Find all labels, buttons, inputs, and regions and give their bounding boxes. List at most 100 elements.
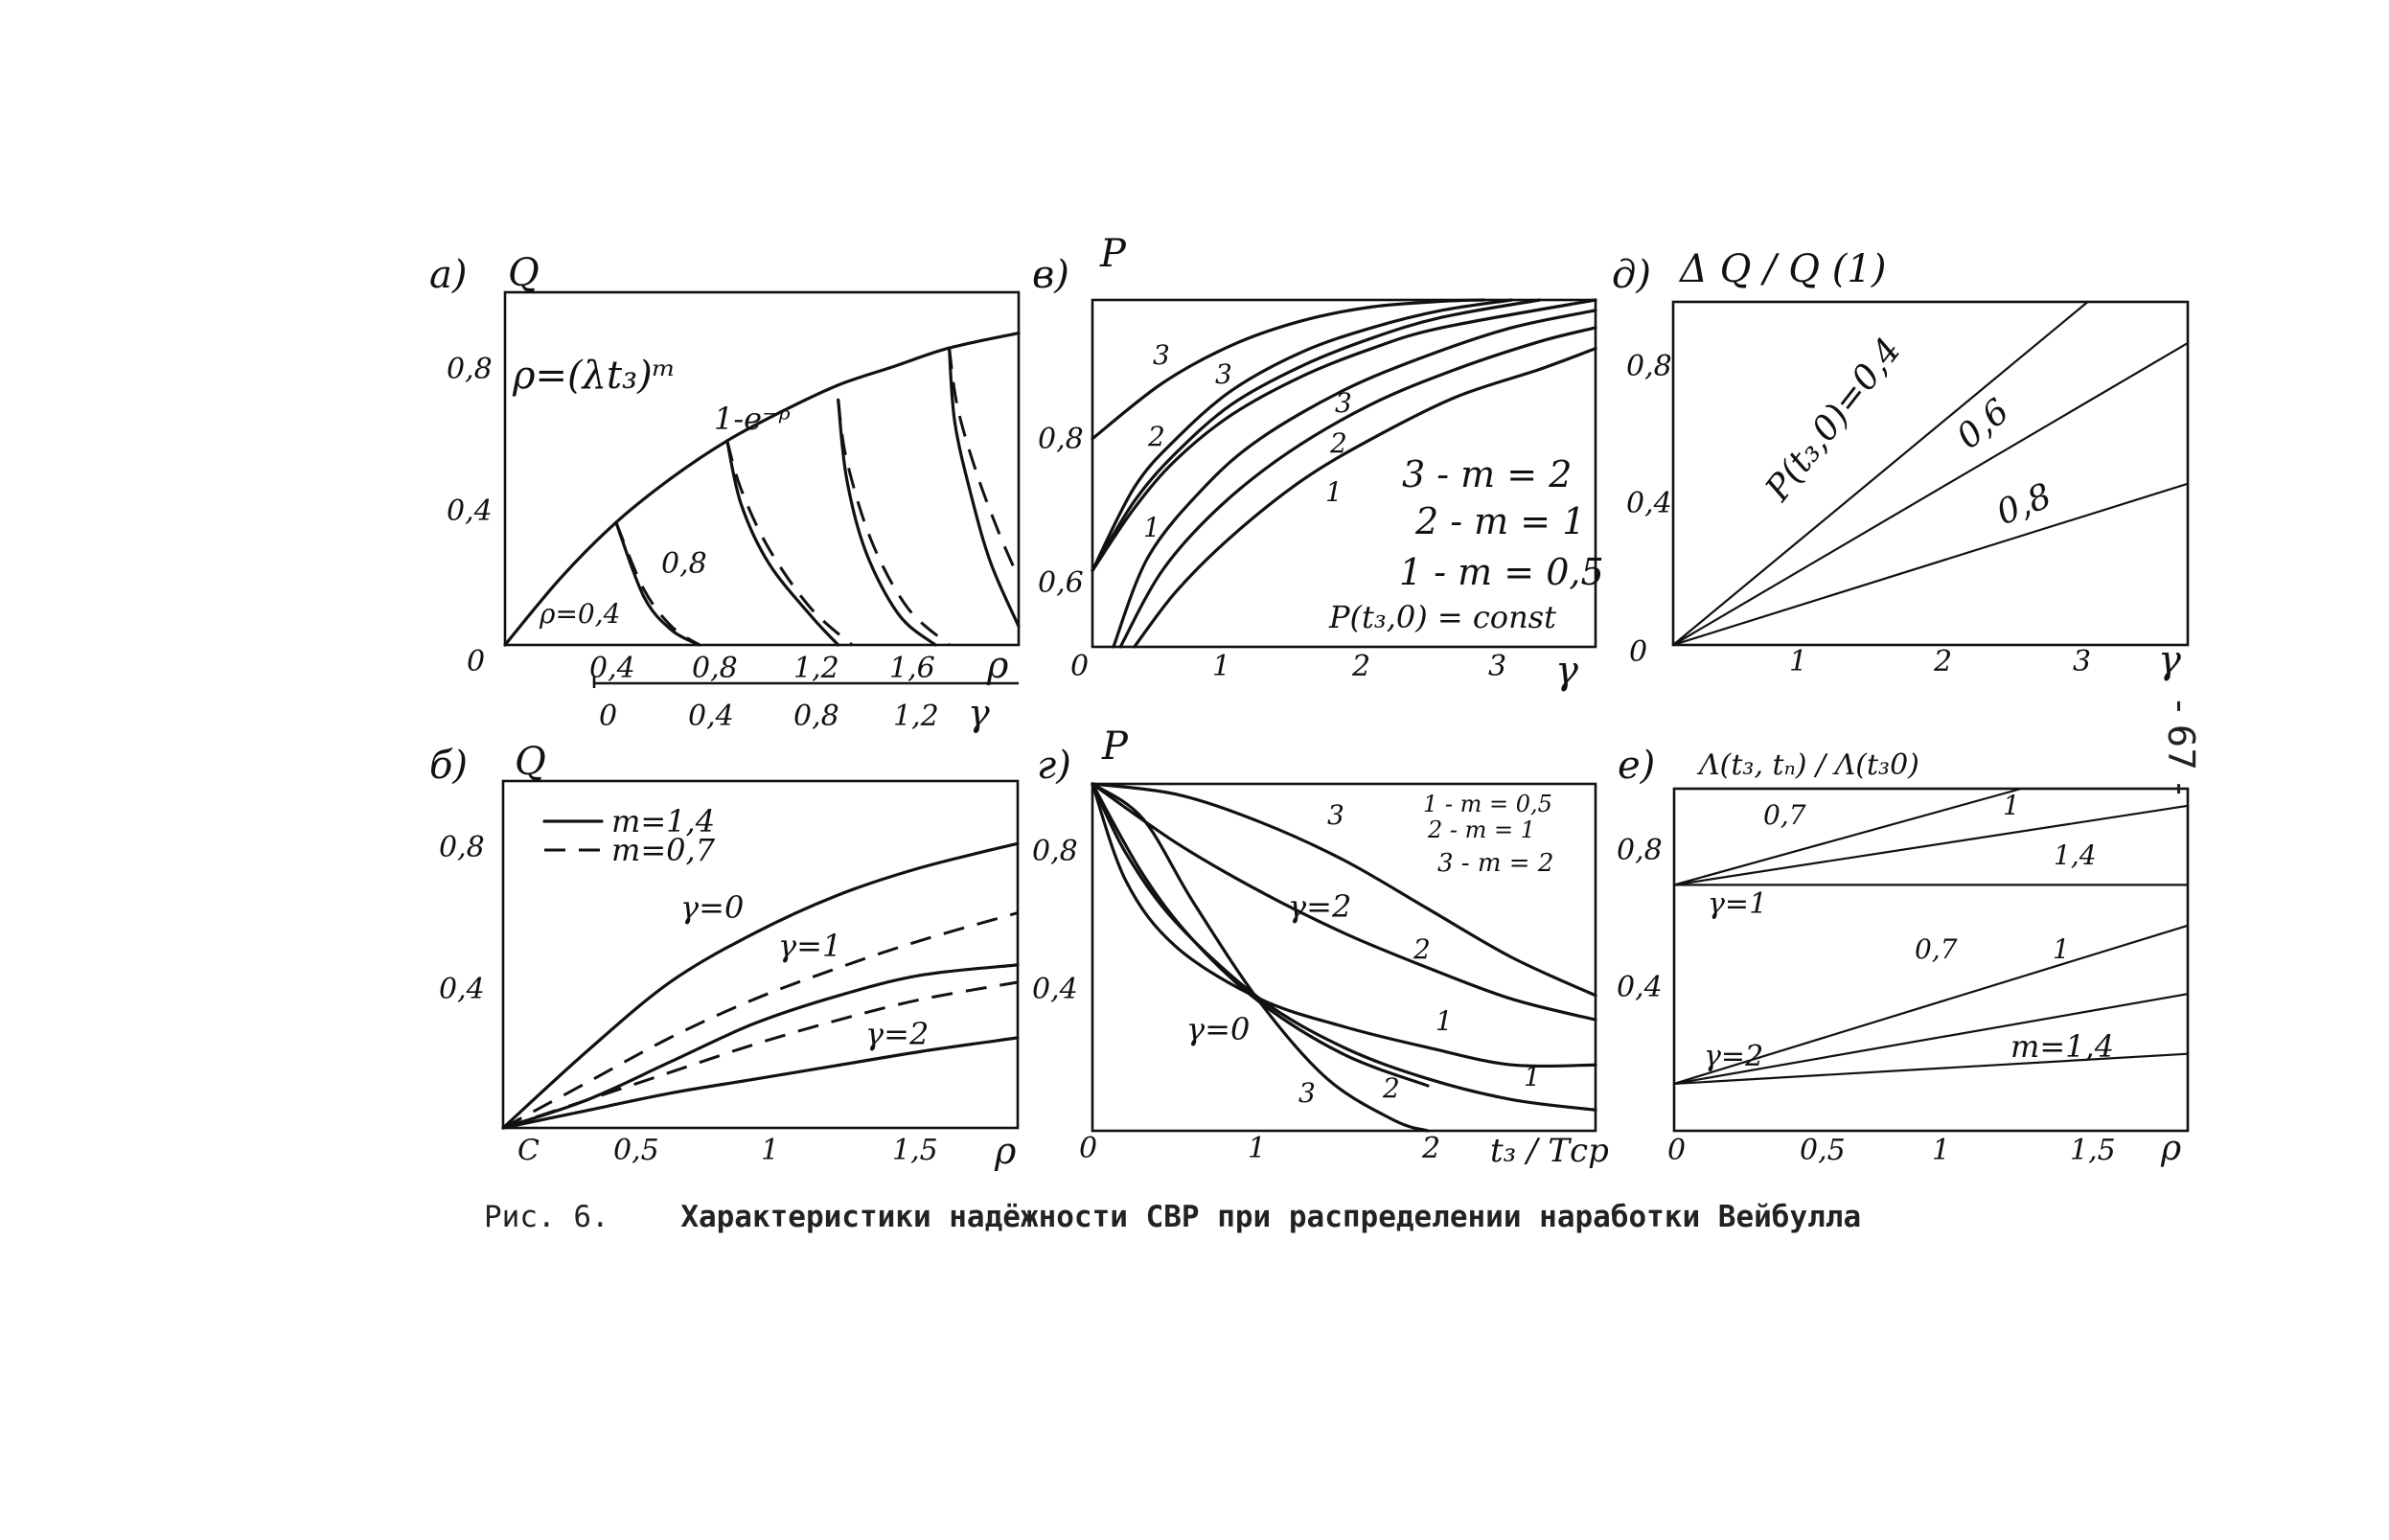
legend-entry: 3 - m = 2 [1437,849,1553,878]
tick-label: 1 [761,1134,779,1167]
caption-prefix: Рис. 6. [484,1200,609,1234]
tick-label: 1 [1212,650,1230,683]
tick-label: 1 [1789,645,1807,678]
tick-label: 0,8 [1038,423,1084,456]
panel-a-frame [503,290,1021,647]
tick-label: 2 [1421,1132,1440,1165]
curve-number: 1 [1436,1005,1453,1037]
axis-label-x: ρ [986,644,1009,686]
axis-label-y: Q [508,251,540,295]
curve-annotation: γ=1 [1708,887,1767,921]
tick-label: 0,5 [1800,1134,1846,1167]
series-line-1-2 [1091,298,1542,572]
tick-label: 0,4 [447,494,493,528]
tick-label: 0 [1070,650,1089,683]
series-label: 1,4 [2054,839,2097,871]
series-line-0-5 [837,398,937,647]
axis-label-x: γ [2158,638,2181,682]
series-line-2-0 [1671,300,2089,647]
tick-label: 1 [1248,1132,1266,1165]
series-line-2-2 [1671,482,2190,647]
series-line-1-5 [1118,326,1597,649]
curve-number: 2 [1413,933,1431,965]
tick-label: 1,2 [793,652,839,685]
axis-label-x2: γ [968,692,990,734]
axis-label-x: t₃ / Tср [1490,1132,1609,1170]
series-line-4-4 [1091,782,1430,1088]
tick-label: 1,6 [889,652,935,685]
tick-label: 0,8 [1032,835,1078,868]
curve-number: 3 [1298,1077,1316,1109]
axis-label-y: P [1101,724,1129,769]
curve-number: 3 [1327,799,1344,831]
curve-annotation: γ=2 [1288,888,1351,925]
series-label: P(t₃,0)=0,4 [1757,331,1909,509]
axis-label-y: Q [515,740,546,784]
series-line-0-1 [614,520,701,647]
tick-label: 1,5 [892,1134,938,1167]
series-label: 0,7 [1763,799,1806,831]
series-line-4-3 [1091,782,1597,1112]
series-line-1-4 [1112,309,1597,649]
panel-label: е) [1618,744,1655,788]
series-label: 0,7 [1915,933,1958,965]
legend-entry: m=0,7 [611,832,716,868]
curve-annotation: γ=0 [1186,1011,1250,1047]
curve-number: 3 [1153,339,1170,371]
tick-label: 0 [599,700,617,733]
legend-entry: 2 - m = 1 [1427,816,1535,843]
curve-number: 2 [1147,421,1165,452]
panel-label: г) [1037,744,1071,788]
tick-label: 0,6 [1038,566,1084,600]
caption-title: Характеристики надёжности СВР при распре… [680,1200,1862,1234]
tick-label: 1 [1932,1134,1950,1167]
tick-label: 0,4 [1617,971,1663,1004]
curve-number: 1 [1524,1061,1541,1092]
curve-number: 3 [1215,358,1232,390]
series-line-3-3 [502,980,1019,1130]
series-line-0-2 [614,521,701,647]
tick-label: 0,4 [589,652,635,685]
axis-label-y: P [1099,232,1127,276]
curve-annotation: γ=0 [680,889,744,926]
tick-label: 2 [1351,650,1370,683]
curve-annotation: γ=2 [865,1016,929,1052]
series-label: 1 [2003,790,2020,821]
series-line-5-3 [1672,924,2190,1086]
tick-label: 1,2 [893,700,939,733]
tick-label: 0 [1079,1132,1097,1165]
curve-annotation: γ=2 [1704,1040,1763,1073]
series-line-1-6 [1133,347,1597,649]
series-line-3-1 [502,911,1019,1130]
series-line-4-2 [1091,782,1597,1069]
panel-g-frame [1091,782,1597,1133]
series-line-1-0 [1091,298,1485,441]
axis-label-y: Λ(t₃, tₙ) / Λ(t₃0) [1696,748,1919,782]
series-label: 1 [2053,933,2070,965]
chart-series [501,298,2190,1133]
curve-number: 3 [1335,387,1352,419]
curve-annotation: 0,8 [661,547,707,581]
tick-label: 3 [1488,650,1506,683]
tick-label: 0,4 [1626,487,1672,520]
tick-label: 0,8 [793,700,839,733]
panel-label: а) [429,253,467,297]
curve-number: 1 [1143,512,1160,543]
legend-entry: m=1,4 [611,803,715,839]
series-line-1-1 [1091,298,1514,572]
series-line-2-1 [1671,341,2190,647]
tick-label: 0,5 [613,1134,659,1167]
legend-entry: P(t₃,0) = const [1328,599,1556,635]
tick-label: 2 [1933,645,1952,678]
panel-label: в) [1032,253,1069,297]
curve-number: 1 [1325,476,1343,508]
series-line-4-1 [1091,782,1597,1022]
curve-annotation: γ=1 [778,928,841,964]
series-line-0-7 [947,346,1021,629]
curve-number: 2 [1329,427,1347,459]
series-label: 0,8 [1991,476,2056,533]
panel-b-frame [501,779,1020,1130]
panel-label: д) [1612,253,1651,297]
panel-e-frame [1672,787,2190,1133]
